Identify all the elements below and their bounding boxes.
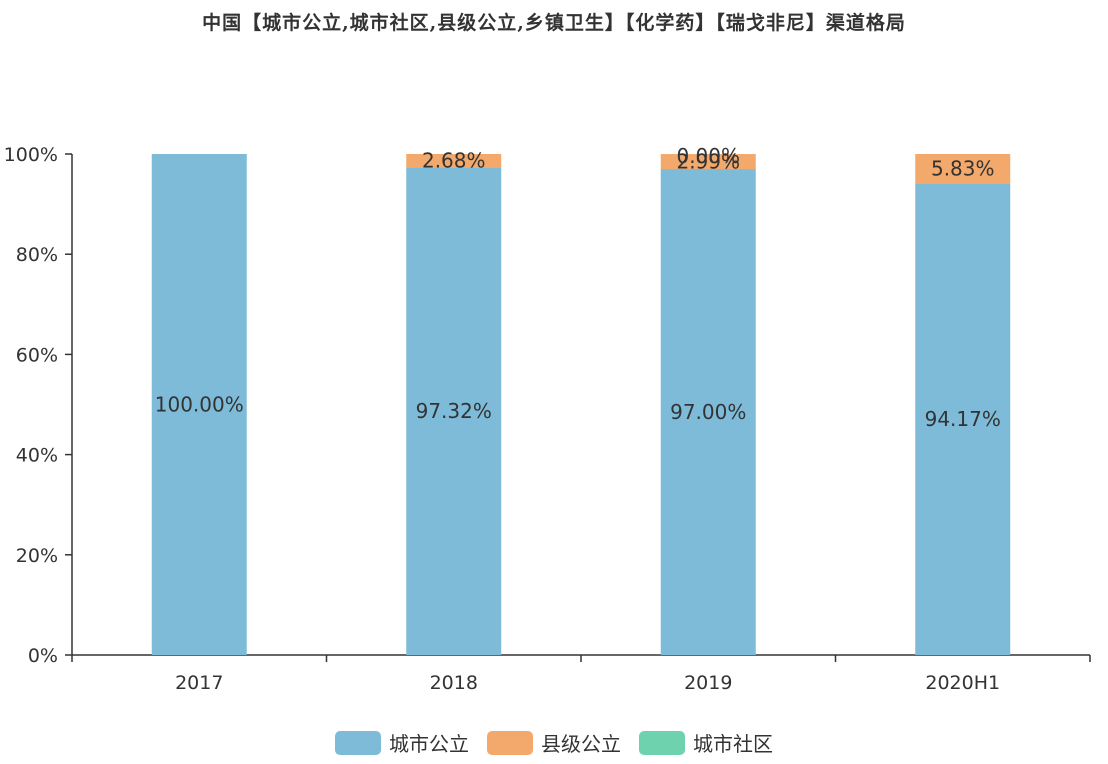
y-tick-label: 60% <box>16 344 58 366</box>
y-tick-label: 40% <box>16 445 58 467</box>
data-label: 94.17% <box>925 407 1001 431</box>
data-label: 2.68% <box>422 149 486 173</box>
x-tick-label: 2018 <box>430 672 478 694</box>
x-tick-label: 2017 <box>175 672 223 694</box>
bar-city-public <box>660 169 756 655</box>
bar-city-public <box>915 183 1011 655</box>
legend-swatch-city-public <box>335 730 381 755</box>
bar-county-public <box>406 154 502 168</box>
data-label: 97.00% <box>670 400 746 424</box>
bar-county-public <box>915 154 1011 184</box>
legend-swatch-city-community <box>639 730 685 755</box>
bar-county-public <box>660 154 756 170</box>
legend-label-county-public: 县级公立 <box>541 732 621 756</box>
legend-item-city-public[interactable]: 城市公立 <box>335 728 469 757</box>
chart-legend: 城市公立 县级公立 城市社区 <box>0 728 1108 757</box>
bar-city-public <box>151 154 247 655</box>
bar-city-public <box>406 167 502 655</box>
x-tick-label: 2019 <box>684 672 732 694</box>
chart-title: 中国【城市公立,城市社区,县级公立,乡镇卫生】【化学药】【瑞戈非尼】渠道格局 <box>202 12 906 34</box>
y-tick-label: 0% <box>28 645 58 667</box>
legend-item-county-public[interactable]: 县级公立 <box>487 728 621 757</box>
legend-label-city-public: 城市公立 <box>389 732 469 756</box>
legend-swatch-county-public <box>487 730 533 755</box>
y-tick-label: 20% <box>16 545 58 567</box>
data-label: 5.83% <box>931 157 995 181</box>
x-tick-label: 2020H1 <box>925 672 1000 694</box>
data-label: 97.32% <box>416 399 492 423</box>
bar-chart: 0% 20% 40% 60% 80% 100% 100.00% 2017 97.32% 2.68%… <box>4 144 1091 694</box>
y-tick-label: 80% <box>16 244 58 266</box>
legend-item-city-community[interactable]: 城市社区 <box>639 728 773 757</box>
data-label: 100.00% <box>155 393 244 417</box>
data-label: 0.00% <box>676 144 740 168</box>
y-tick-label: 100% <box>4 144 58 166</box>
legend-label-city-community: 城市社区 <box>693 732 773 756</box>
data-label: 2.99% <box>676 150 740 174</box>
